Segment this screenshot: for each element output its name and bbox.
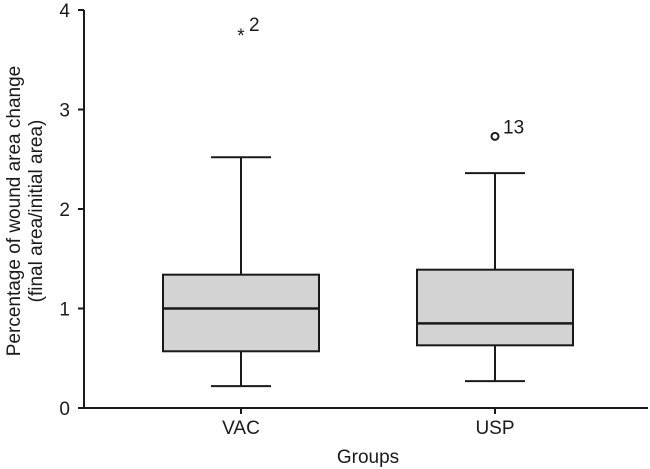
vac-outlier-star: * bbox=[237, 26, 245, 47]
y-tick-label-4: 4 bbox=[59, 1, 70, 22]
vac-outlier-label: 2 bbox=[249, 15, 260, 36]
y-tick-label-1: 1 bbox=[59, 300, 70, 321]
y-tick-label-3: 3 bbox=[59, 101, 70, 122]
x-tick-label-vac: VAC bbox=[222, 418, 260, 439]
x-axis-title: Groups bbox=[337, 447, 399, 468]
y-axis-title-line-1: Percentage of wound area change bbox=[4, 66, 25, 357]
usp-box bbox=[416, 268, 574, 347]
vac-box bbox=[162, 273, 320, 353]
y-tick-label-2: 2 bbox=[59, 200, 70, 221]
usp-outlier-circle bbox=[490, 131, 500, 141]
y-axis-title-line-2: (final area/initial area) bbox=[26, 120, 47, 303]
usp-outlier-label: 13 bbox=[503, 117, 524, 138]
x-tick-label-usp: USP bbox=[475, 418, 514, 439]
y-tick-label-0: 0 bbox=[59, 399, 70, 420]
